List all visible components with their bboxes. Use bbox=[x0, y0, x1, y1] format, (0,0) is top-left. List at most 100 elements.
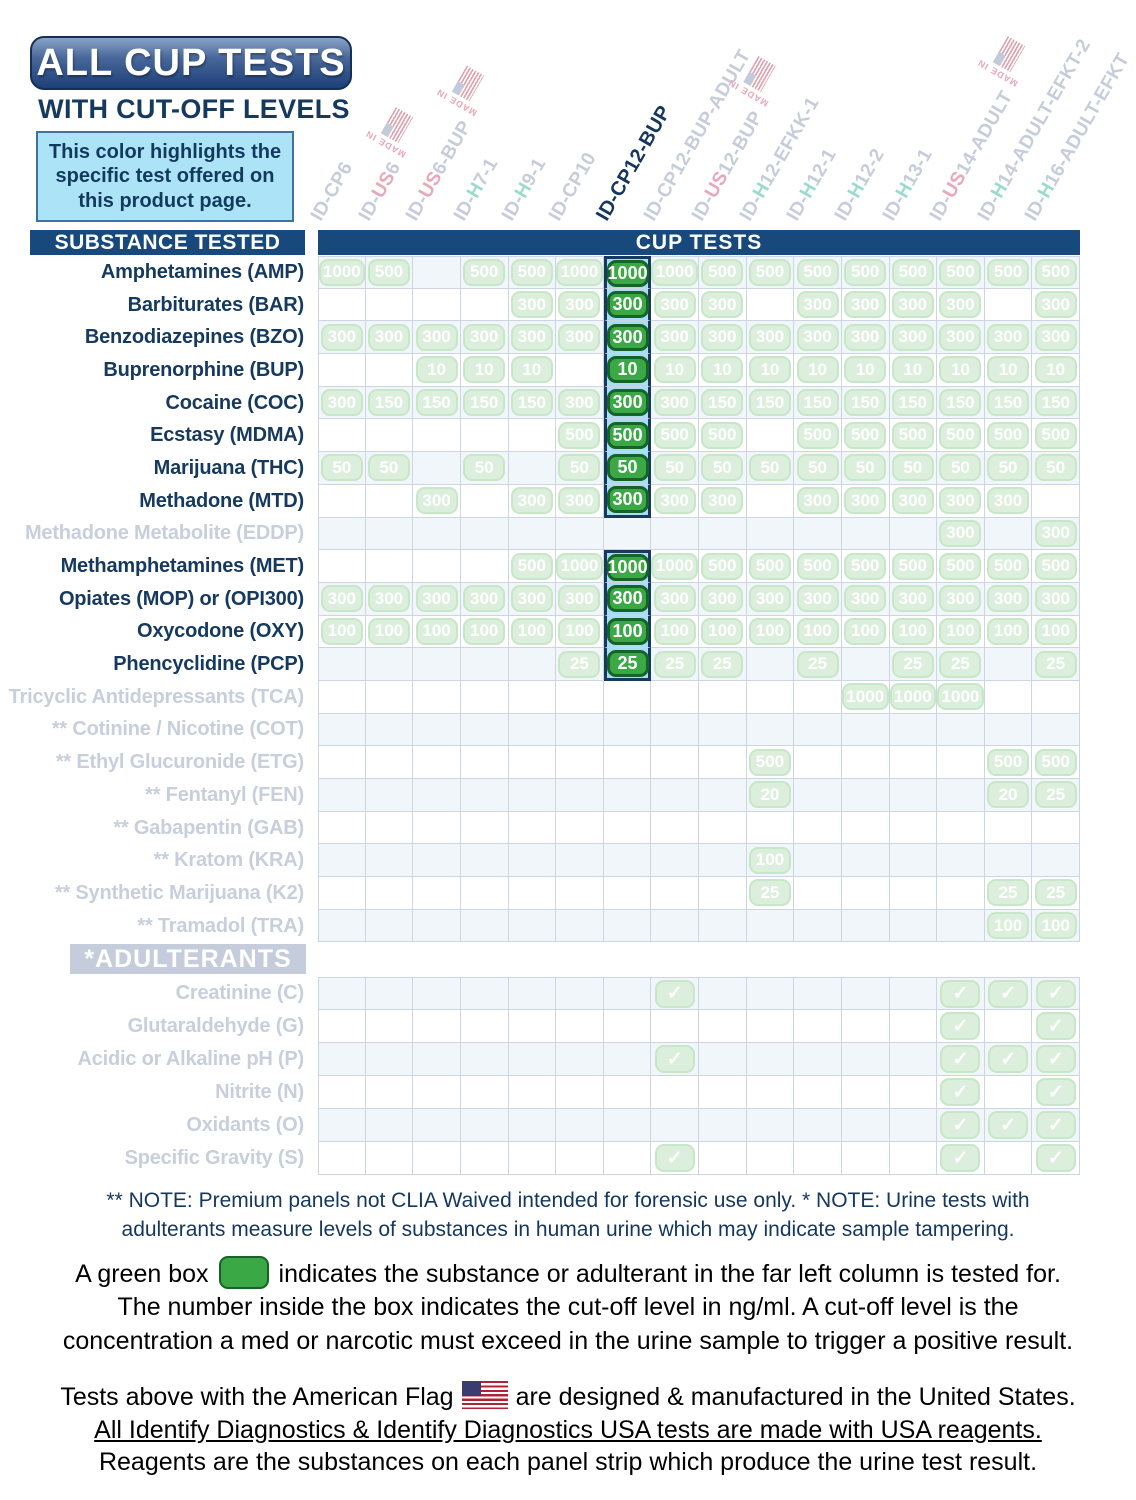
grid-cell bbox=[460, 909, 509, 943]
grid-cell: 300 bbox=[318, 386, 366, 420]
grid-cell: 300 bbox=[841, 288, 890, 322]
cutoff-box: 500 bbox=[987, 748, 1030, 776]
grid-cell bbox=[460, 811, 509, 845]
grid-cell bbox=[889, 1010, 938, 1043]
cutoff-box: 500 bbox=[748, 552, 791, 580]
cutoff-box: 1000 bbox=[651, 258, 698, 286]
grid-cell: 300 bbox=[984, 582, 1033, 616]
grid-cell bbox=[651, 779, 699, 812]
grid-cell: 500 bbox=[794, 550, 842, 583]
grid-cell bbox=[651, 517, 699, 551]
check-box: ✓ bbox=[988, 1111, 1029, 1139]
cutoff-box: 300 bbox=[367, 323, 410, 351]
grid-cell bbox=[651, 680, 699, 714]
grid-cell: 300 bbox=[889, 582, 938, 616]
cutoff-box: 300 bbox=[1034, 323, 1077, 351]
cutoff-box: 300 bbox=[796, 323, 839, 351]
cutoff-box: 500 bbox=[510, 552, 553, 580]
cutoff-box: 500 bbox=[701, 421, 744, 449]
grid-cell: 50 bbox=[841, 452, 890, 485]
grid-cell bbox=[746, 680, 795, 714]
grid-cell: 300 bbox=[937, 484, 985, 518]
cutoff-box: 10 bbox=[415, 356, 458, 384]
grid-cell: ✓ bbox=[1032, 1109, 1080, 1142]
grid-cell: 300 bbox=[699, 484, 747, 518]
grid-cell bbox=[889, 1043, 938, 1076]
grid-cell: 300 bbox=[937, 321, 985, 355]
cutoff-box: 300 bbox=[1034, 291, 1077, 319]
grid-cell bbox=[603, 1142, 652, 1175]
made-in-usa-flag-icon: MADE IN bbox=[976, 30, 1035, 88]
grid-cell: 300 bbox=[984, 484, 1033, 518]
grid-cell: 300 bbox=[365, 321, 414, 355]
grid-cell: 25 bbox=[1032, 648, 1080, 681]
grid-cell: 300 bbox=[556, 484, 604, 518]
row-label: Methadone (MTD) bbox=[139, 489, 304, 512]
grid-cell bbox=[365, 746, 414, 779]
grid-cell bbox=[841, 977, 890, 1010]
grid-cell: 25 bbox=[651, 648, 699, 681]
cutoff-box: 300 bbox=[606, 585, 649, 613]
cutoff-box: 10 bbox=[987, 356, 1030, 384]
grid-cell bbox=[841, 877, 890, 910]
grid-cell bbox=[413, 811, 461, 845]
cutoff-box: 1000 bbox=[937, 683, 984, 711]
grid-cell: 100 bbox=[794, 615, 842, 649]
cutoff-box: 500 bbox=[701, 552, 744, 580]
grid-cell bbox=[984, 811, 1033, 845]
legend-line: concentration a med or narcotic must exc… bbox=[62, 1326, 1074, 1355]
cutoff-box: 300 bbox=[415, 323, 458, 351]
cutoff-box: 150 bbox=[367, 389, 410, 417]
cutoff-box: 500 bbox=[844, 258, 887, 286]
grid-cell bbox=[889, 844, 938, 878]
grid-cell: 1000 bbox=[603, 550, 652, 583]
grid-cell: 300 bbox=[699, 321, 747, 355]
cutoff-box: 50 bbox=[844, 454, 887, 482]
grid-cell bbox=[603, 746, 652, 779]
grid-cell bbox=[365, 517, 414, 551]
grid-cell bbox=[746, 811, 795, 845]
grid-cell bbox=[841, 779, 890, 812]
cutoff-box: 150 bbox=[891, 389, 934, 417]
grid-cell bbox=[651, 1076, 699, 1109]
cutoff-box: 100 bbox=[987, 912, 1030, 940]
footer-line: Tests above with the American Flag are de… bbox=[20, 1381, 1116, 1414]
grid-cell bbox=[1032, 680, 1080, 714]
grid-cell: 1000 bbox=[841, 680, 890, 714]
grid-cell bbox=[794, 517, 842, 551]
cutoff-box: 150 bbox=[939, 389, 982, 417]
grid-cell bbox=[318, 811, 366, 845]
grid-cell: 1000 bbox=[651, 550, 699, 583]
grid-cell: 25 bbox=[746, 877, 795, 910]
grid-cell bbox=[460, 1043, 509, 1076]
grid-cell: ✓ bbox=[1032, 1142, 1080, 1175]
grid-cell bbox=[699, 877, 747, 910]
grid-cell: 50 bbox=[460, 452, 509, 485]
grid-cell: ✓ bbox=[1032, 1043, 1080, 1076]
grid-cell: 100 bbox=[1032, 615, 1080, 649]
cutoff-box: 300 bbox=[606, 389, 649, 417]
cutoff-box: 300 bbox=[510, 291, 553, 319]
grid-cell: 25 bbox=[984, 877, 1033, 910]
grid-cell: 300 bbox=[746, 321, 795, 355]
cutoff-box: 300 bbox=[415, 487, 458, 515]
grid-cell bbox=[460, 779, 509, 812]
grid-cell: 500 bbox=[937, 256, 985, 289]
grid-cell bbox=[651, 1010, 699, 1043]
cutoff-box: 10 bbox=[891, 356, 934, 384]
grid-cell: 300 bbox=[318, 582, 366, 616]
grid-cell bbox=[365, 288, 414, 322]
row-label: ** Synthetic Marijuana (K2) bbox=[54, 881, 304, 904]
grid-cell: ✓ bbox=[984, 1109, 1033, 1142]
grid-cell: 1000 bbox=[603, 256, 652, 289]
grid-cell bbox=[746, 1076, 795, 1109]
grid-cell bbox=[603, 1109, 652, 1142]
grid-cell bbox=[937, 877, 985, 910]
grid-cell: 150 bbox=[746, 386, 795, 420]
footnotes: ** NOTE: Premium panels not CLIA Waived … bbox=[40, 1186, 1096, 1245]
check-box: ✓ bbox=[940, 1078, 981, 1106]
column-header-id-h12-1: ID-H12-1 bbox=[783, 145, 842, 225]
grid-cell: 50 bbox=[889, 452, 938, 485]
grid-cell: 500 bbox=[556, 419, 604, 453]
grid-cell: 100 bbox=[937, 615, 985, 649]
